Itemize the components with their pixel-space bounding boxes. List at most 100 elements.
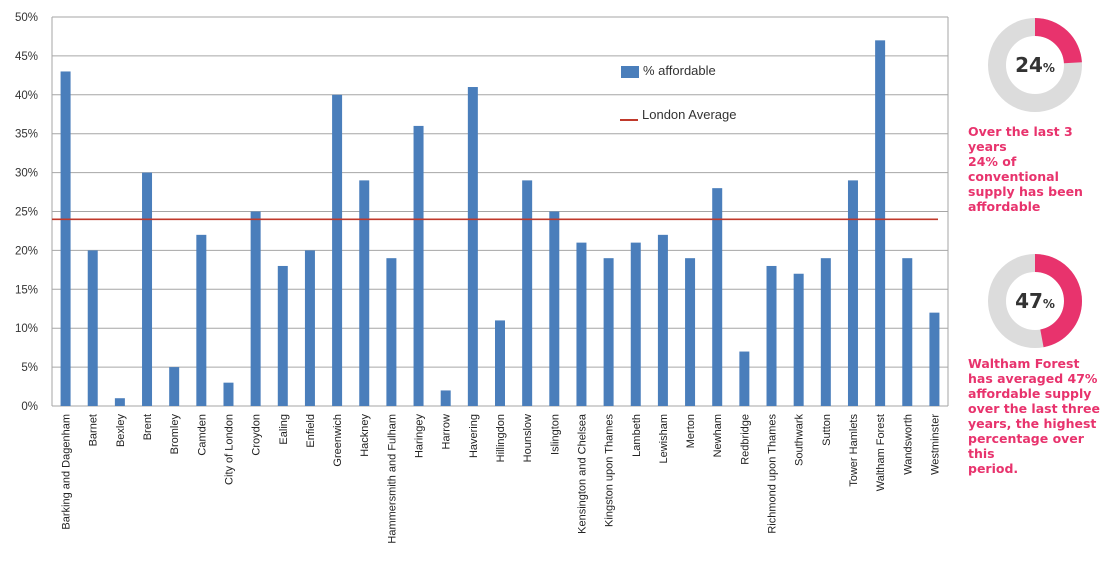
legend-label-affordable: % affordable <box>643 63 716 78</box>
x-tick-label: Bromley <box>169 414 181 455</box>
x-tick-label: Greenwich <box>332 414 344 467</box>
bar <box>60 71 71 407</box>
bar <box>223 382 234 406</box>
bar <box>87 250 98 406</box>
x-tick-label: Lambeth <box>631 414 643 457</box>
bar <box>603 258 614 406</box>
legend: % affordable London Average <box>620 63 736 122</box>
x-tick-label: Bexley <box>115 414 127 448</box>
y-tick-label: 5% <box>21 362 38 374</box>
x-tick-label: Newham <box>712 414 724 457</box>
bar <box>576 242 587 406</box>
x-tick-label: Hillingdon <box>495 414 507 462</box>
bar <box>685 258 696 406</box>
x-tick-label: Croydon <box>251 414 263 456</box>
x-axis-labels: Barking and Dagenham Barnet Bexley Brent Bro… <box>61 413 942 543</box>
x-tick-label: Wandsworth <box>902 414 914 475</box>
y-tick-label: 30% <box>15 168 38 180</box>
x-tick-label: Kensington and Chelsea <box>576 413 588 534</box>
y-tick-label: 45% <box>15 51 38 63</box>
x-tick-label: Harrow <box>441 414 453 450</box>
x-tick-label: Haringey <box>414 414 426 459</box>
x-tick-label: Hackney <box>359 414 371 457</box>
y-tick-label: 40% <box>15 90 38 102</box>
legend-label-london-average: London Average <box>642 107 736 122</box>
donut-fill <box>988 18 1082 112</box>
x-tick-label: Waltham Forest <box>875 414 887 491</box>
donut-24-unit: % <box>1042 61 1055 75</box>
donut-47-caption-line: affordable supply <box>968 386 1092 401</box>
x-tick-label: Brent <box>142 414 154 440</box>
legend-swatch-bar <box>621 66 639 78</box>
donut-24-value: 24 <box>1015 53 1043 77</box>
donut-fill <box>988 254 1082 348</box>
bar <box>142 172 153 406</box>
donut-24-caption-line: supply has been <box>968 184 1083 199</box>
bar <box>847 180 858 406</box>
y-tick-label: 20% <box>15 245 38 257</box>
bar <box>630 242 641 406</box>
bar <box>549 211 560 406</box>
x-tick-label: Richmond upon Thames <box>767 414 779 534</box>
x-tick-label: Hammersmith and Fulham <box>386 414 398 544</box>
donut-24-caption-line: Over the last 3 years <box>968 124 1073 154</box>
affordable-3yr-panel: 24% Over the last 3 years 24% of conventi… <box>968 10 1108 214</box>
x-tick-label: Islington <box>549 414 561 455</box>
x-tick-label: City of London <box>223 414 235 485</box>
x-tick-label: Redbridge <box>739 414 751 465</box>
donut-47-caption-line: percentage over this <box>968 431 1084 461</box>
bar <box>712 188 723 406</box>
x-tick-label: Barnet <box>88 414 100 446</box>
x-tick-label: Ealing <box>278 414 290 445</box>
waltham-forest-panel: 47% Waltham Forest has averaged 47% afford… <box>968 246 1108 476</box>
bar <box>929 312 940 406</box>
donut-47-caption-line: over the last three <box>968 401 1100 416</box>
donut-47-caption-line: period. <box>968 461 1019 476</box>
x-tick-label: Kingston upon Thames <box>604 414 616 527</box>
bar <box>359 180 370 406</box>
bar <box>766 265 777 406</box>
donut-24-caption: Over the last 3 years 24% of conventional… <box>968 124 1108 214</box>
donut-47: 47% <box>980 246 1090 356</box>
x-tick-label: Camden <box>196 414 208 456</box>
x-tick-label: Southwark <box>794 414 806 466</box>
x-tick-label: Tower Hamlets <box>848 414 860 487</box>
donut-47-value: 47 <box>1015 289 1043 313</box>
x-tick-label: Enfield <box>305 414 317 448</box>
bar <box>467 87 478 407</box>
x-tick-label: Westminster <box>929 414 941 475</box>
bar <box>657 234 668 406</box>
y-axis-ticks: 0% 5% 10% 15% 20% 25% 30% 35% 40% 45% 50% <box>15 12 38 413</box>
donut-24: 24% <box>980 10 1090 120</box>
x-tick-label: Lewisham <box>658 414 670 464</box>
donut-47-caption-line: Waltham Forest <box>968 356 1080 371</box>
bar <box>277 265 288 406</box>
y-tick-label: 15% <box>15 284 38 296</box>
bar-chart: 0% 5% 10% 15% 20% 25% 30% 35% 40% 45% 50% Barking … <box>15 12 949 544</box>
y-tick-label: 0% <box>21 401 38 413</box>
bar <box>332 94 343 407</box>
x-tick-label: Hounslow <box>522 414 534 462</box>
x-tick-label: Havering <box>468 414 480 458</box>
bar <box>522 180 533 406</box>
donut-24-caption-line: 24% of conventional <box>968 154 1059 184</box>
y-tick-label: 10% <box>15 323 38 335</box>
bar <box>875 40 886 407</box>
y-tick-label: 25% <box>15 207 38 219</box>
donut-47-ring <box>988 254 1082 348</box>
x-tick-label: Barking and Dagenham <box>61 414 73 530</box>
donut-24-ring <box>988 18 1082 112</box>
bars <box>60 40 940 407</box>
bar <box>386 258 397 406</box>
bar <box>250 211 261 406</box>
bar <box>413 125 424 407</box>
bar <box>169 367 180 406</box>
donut-47-caption-line: has averaged 47% <box>968 371 1098 386</box>
donut-47-caption-line: years, the highest <box>968 416 1097 431</box>
bar <box>739 351 750 406</box>
bar <box>820 258 831 406</box>
donut-47-caption: Waltham Forest has averaged 47% affordable… <box>968 356 1108 476</box>
x-tick-label: Merton <box>685 414 697 448</box>
donut-24-caption-line: affordable <box>968 199 1041 214</box>
donut-47-unit: % <box>1042 297 1055 311</box>
